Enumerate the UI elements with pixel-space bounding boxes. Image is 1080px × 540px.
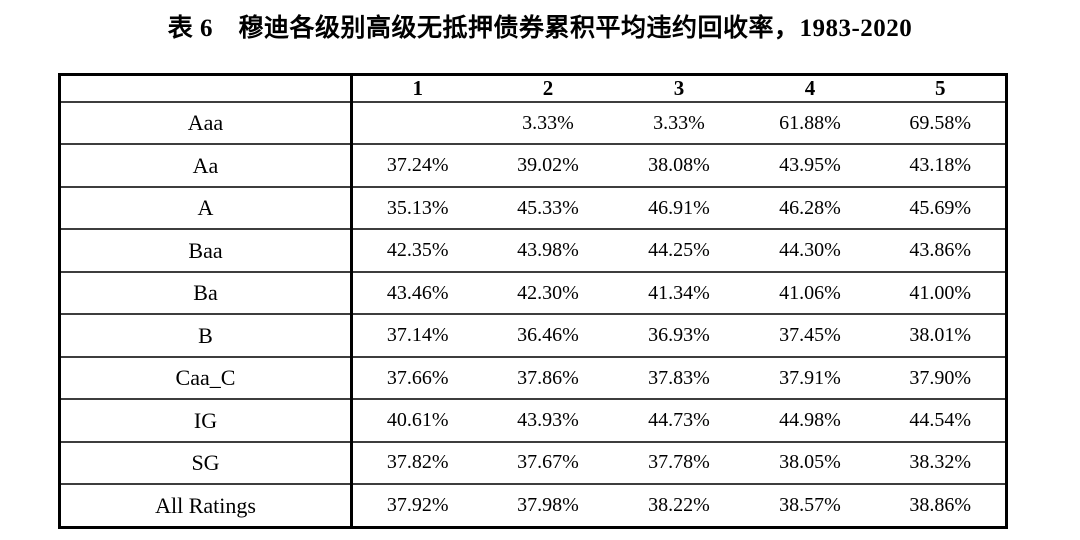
- data-cell: 38.08%: [613, 143, 745, 187]
- row-label: All Ratings: [59, 483, 353, 528]
- header-cell-year-5: 5: [935, 76, 946, 100]
- data-cell: 42.30%: [482, 270, 614, 315]
- data-cell: 37.14%: [351, 313, 483, 357]
- table-row: All Ratings 37.92% 37.98% 38.22% 38.57% 38.86…: [59, 483, 1007, 528]
- data-cell: 45.69%: [875, 185, 1007, 230]
- data-cell: 37.83%: [613, 355, 745, 400]
- data-cell: 37.92%: [351, 483, 483, 528]
- data-cell: 37.67%: [482, 440, 614, 485]
- row-label: IG: [59, 398, 353, 442]
- row-label: B: [59, 313, 353, 357]
- data-cell: 38.01%: [875, 313, 1007, 357]
- data-cell: 37.91%: [744, 355, 876, 400]
- data-cell: 46.28%: [744, 185, 876, 230]
- data-cell: 37.45%: [744, 313, 876, 357]
- data-cell: 41.34%: [613, 270, 745, 315]
- data-cell: 38.22%: [613, 483, 745, 528]
- data-cell: 37.24%: [351, 143, 483, 187]
- data-cell: 38.57%: [744, 483, 876, 528]
- data-cell: 42.35%: [351, 228, 483, 272]
- header-row: 1 2 3 4 5: [59, 74, 1007, 102]
- table-row: B 37.14% 36.46% 36.93% 37.45% 38.01%: [59, 313, 1007, 357]
- data-cell: 41.00%: [875, 270, 1007, 315]
- data-cell: 36.46%: [482, 313, 614, 357]
- data-cell: 36.93%: [613, 313, 745, 357]
- table-row: Aaa 3.33% 3.33% 61.88% 69.58%: [59, 100, 1007, 145]
- data-cell: 37.82%: [351, 440, 483, 485]
- data-cell: 37.86%: [482, 355, 614, 400]
- data-cell: 44.25%: [613, 228, 745, 272]
- data-cell: 46.91%: [613, 185, 745, 230]
- table-row: SG 37.82% 37.67% 37.78% 38.05% 38.32%: [59, 440, 1007, 485]
- table-header: 1 2 3 4 5: [59, 74, 1007, 102]
- data-cell: [351, 100, 483, 145]
- table-row: IG 40.61% 43.93% 44.73% 44.98% 44.54%: [59, 398, 1007, 442]
- table-body: Aaa 3.33% 3.33% 61.88% 69.58% Aa 37.24% 39.02% 3…: [59, 100, 1007, 528]
- data-cell: 38.05%: [744, 440, 876, 485]
- row-label: Baa: [59, 228, 353, 272]
- data-cell: 40.61%: [351, 398, 483, 442]
- row-label: A: [59, 185, 353, 230]
- data-cell: 44.54%: [875, 398, 1007, 442]
- data-cell: 44.30%: [744, 228, 876, 272]
- table-row: Ba 43.46% 42.30% 41.34% 41.06% 41.00%: [59, 270, 1007, 315]
- data-cell: 69.58%: [875, 100, 1007, 145]
- row-label: Aaa: [59, 100, 353, 145]
- data-cell: 41.06%: [744, 270, 876, 315]
- table-row: Baa 42.35% 43.98% 44.25% 44.30% 43.86%: [59, 228, 1007, 272]
- data-cell: 43.86%: [875, 228, 1007, 272]
- data-cell: 38.86%: [875, 483, 1007, 528]
- row-label: SG: [59, 440, 353, 485]
- data-cell: 3.33%: [482, 100, 614, 145]
- data-cell: 37.90%: [875, 355, 1007, 400]
- header-cell-year-3: 3: [673, 76, 685, 100]
- page-title: 表 6 穆迪各级别高级无抵押债券累积平均违约回收率，1983-2020: [167, 15, 913, 42]
- data-cell: 43.93%: [482, 398, 614, 442]
- data-cell: 35.13%: [351, 185, 483, 230]
- row-label: Aa: [59, 143, 353, 187]
- data-cell: 39.02%: [482, 143, 614, 187]
- data-cell: 43.98%: [482, 228, 614, 272]
- header-cell-year-2: 2: [542, 76, 554, 100]
- table-row: Aa 37.24% 39.02% 38.08% 43.95% 43.18%: [59, 143, 1007, 187]
- data-cell: 43.46%: [351, 270, 483, 315]
- data-cell: 37.66%: [351, 355, 483, 400]
- data-cell: 37.78%: [613, 440, 745, 485]
- row-label: Caa_C: [59, 355, 353, 400]
- header-cell-year-1: 1: [412, 76, 424, 100]
- data-cell: 43.95%: [744, 143, 876, 187]
- table-row: Caa_C 37.66% 37.86% 37.83% 37.91% 37.90%: [59, 355, 1007, 400]
- data-cell: 43.18%: [875, 143, 1007, 187]
- data-cell: 44.73%: [613, 398, 745, 442]
- data-cell: 37.98%: [482, 483, 614, 528]
- data-cell: 3.33%: [613, 100, 745, 145]
- header-cell-year-4: 4: [804, 76, 816, 100]
- data-cell: 44.98%: [744, 398, 876, 442]
- data-cell: 45.33%: [482, 185, 614, 230]
- row-label: Ba: [59, 270, 353, 315]
- data-cell: 61.88%: [744, 100, 876, 145]
- table-row: A 35.13% 45.33% 46.91% 46.28% 45.69%: [59, 185, 1007, 230]
- data-cell: 38.32%: [875, 440, 1007, 485]
- header-cell-empty: [59, 74, 353, 102]
